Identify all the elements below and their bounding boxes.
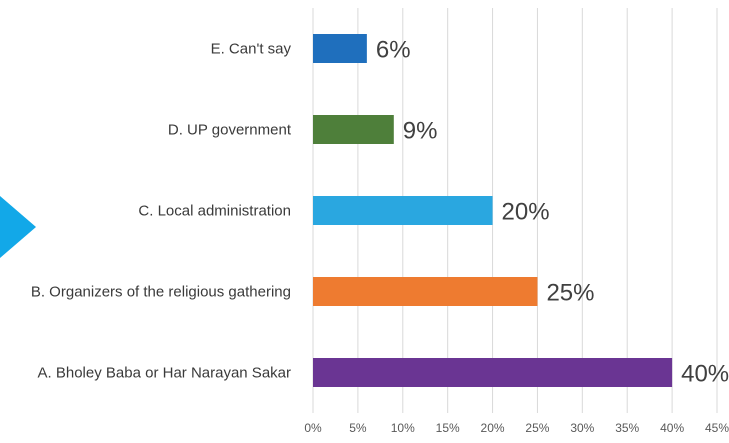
- data-label: 40%: [681, 361, 729, 388]
- bar: [313, 277, 538, 306]
- bar: [313, 196, 493, 225]
- x-tick-label: 40%: [660, 421, 684, 435]
- bar: [313, 115, 394, 144]
- x-tick-label: 35%: [615, 421, 639, 435]
- bar: [313, 358, 673, 387]
- x-tick-label: 45%: [705, 421, 729, 435]
- category-label: E. Can't say: [211, 41, 292, 58]
- data-label: 9%: [403, 118, 438, 145]
- x-tick-label: 0%: [304, 421, 322, 435]
- data-label: 25%: [546, 280, 594, 307]
- category-label: C. Local administration: [138, 203, 291, 220]
- bars-group: [313, 34, 673, 387]
- decorative-arrow-icon: [0, 196, 36, 258]
- x-axis-ticks: 0% 5% 10% 15% 20% 25% 30% 35% 40% 45%: [304, 421, 729, 435]
- bar: [313, 34, 367, 63]
- data-label: 20%: [502, 199, 550, 226]
- x-tick-label: 20%: [481, 421, 505, 435]
- x-tick-label: 25%: [525, 421, 549, 435]
- data-label: 6%: [376, 37, 411, 64]
- category-label: A. Bholey Baba or Har Narayan Sakar: [38, 365, 291, 382]
- category-label: B. Organizers of the religious gathering: [31, 284, 291, 301]
- x-tick-label: 5%: [349, 421, 367, 435]
- x-tick-label: 15%: [436, 421, 460, 435]
- data-labels: 6% 9% 20% 25% 40%: [376, 37, 729, 388]
- category-label: D. UP government: [168, 122, 292, 139]
- x-tick-label: 30%: [570, 421, 594, 435]
- category-labels: E. Can't say D. UP government C. Local adm…: [31, 41, 292, 382]
- x-tick-label: 10%: [391, 421, 415, 435]
